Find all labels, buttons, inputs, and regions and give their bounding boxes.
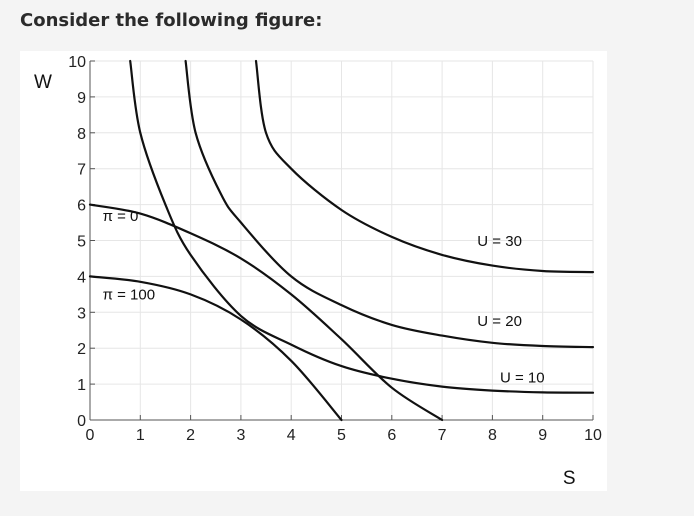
x-tick-label: 7 bbox=[438, 427, 447, 444]
y-tick-label: 3 bbox=[77, 305, 86, 322]
y-tick-label: 0 bbox=[77, 413, 86, 430]
curve-label: U = 30 bbox=[477, 233, 522, 250]
y-tick-label: 10 bbox=[68, 54, 86, 71]
x-axis-title: S bbox=[563, 468, 576, 489]
axes: 0 1 2 3 4 5 6 7 8 9 10 0 1 2 3 4 5 6 7 8 9 10 bbox=[68, 54, 602, 444]
indifference-curve-u-30 bbox=[254, 59, 595, 274]
x-tick-label: 1 bbox=[136, 427, 145, 444]
y-tick-label: 4 bbox=[77, 269, 86, 286]
x-tick-label: 0 bbox=[86, 427, 95, 444]
isoprofit-curve-pi-0 bbox=[88, 203, 444, 422]
curves bbox=[88, 59, 595, 422]
x-tick-label: 3 bbox=[236, 427, 245, 444]
y-tick-label: 2 bbox=[77, 341, 86, 358]
y-tick-label: 5 bbox=[77, 234, 86, 251]
figure: 0 1 2 3 4 5 6 7 8 9 10 0 1 2 3 4 5 6 7 8 9 10 π = 0 π = 100 U =… bbox=[20, 51, 607, 491]
curve-label: U = 10 bbox=[500, 369, 545, 386]
x-tick-label: 5 bbox=[337, 427, 346, 444]
x-tick-label: 9 bbox=[538, 427, 547, 444]
indifference-curve-u-10 bbox=[129, 59, 595, 394]
indifference-curve-u-20 bbox=[184, 59, 595, 349]
isoprofit-curve-pi-100 bbox=[88, 275, 343, 422]
curve-label: π = 100 bbox=[103, 287, 155, 304]
wage-effort-chart: 0 1 2 3 4 5 6 7 8 9 10 0 1 2 3 4 5 6 7 8 9 10 π = 0 π = 100 U =… bbox=[34, 54, 602, 489]
y-tick-label: 8 bbox=[77, 126, 86, 143]
x-tick-label: 6 bbox=[387, 427, 396, 444]
y-axis-title: W bbox=[34, 72, 52, 93]
y-tick-label: 9 bbox=[77, 90, 86, 107]
curve-label: π = 0 bbox=[103, 208, 139, 225]
x-tick-label: 4 bbox=[287, 427, 296, 444]
y-tick-label: 1 bbox=[77, 377, 86, 394]
y-tick-label: 6 bbox=[77, 198, 86, 215]
x-tick-label: 2 bbox=[186, 427, 195, 444]
x-tick-label: 10 bbox=[584, 427, 602, 444]
y-tick-label: 7 bbox=[77, 162, 86, 179]
curve-label: U = 20 bbox=[477, 313, 522, 330]
labels: π = 0 π = 100 U = 30 U = 20 U = 10 bbox=[103, 208, 545, 387]
x-tick-label: 8 bbox=[488, 427, 497, 444]
question-text: Consider the following figure: bbox=[20, 10, 323, 31]
